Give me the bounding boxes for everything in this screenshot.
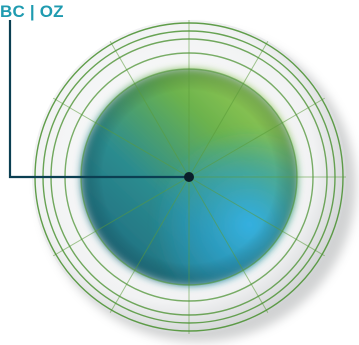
zone-label: BC | OZ <box>0 2 64 21</box>
center-dot-icon <box>184 172 194 182</box>
leader-line <box>8 20 189 179</box>
radial-spokes <box>32 20 346 334</box>
